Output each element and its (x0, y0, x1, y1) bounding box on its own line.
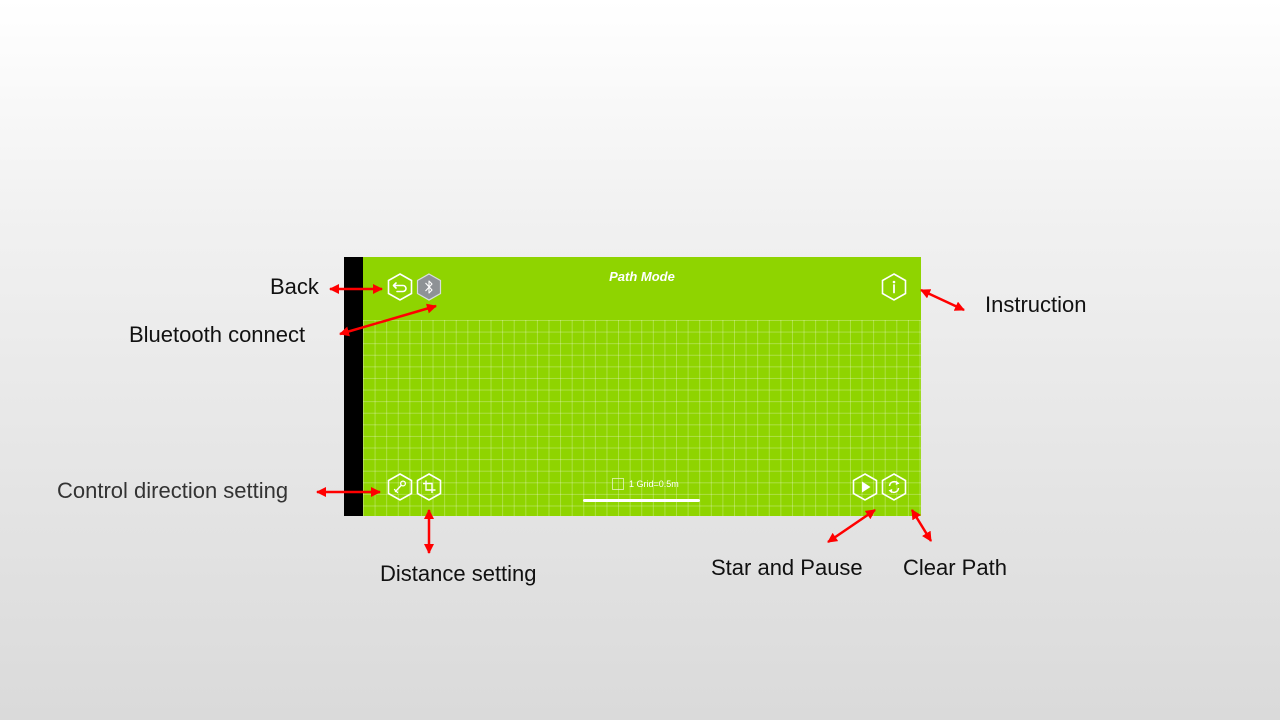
annotation-clear-path: Clear Path (903, 555, 1007, 580)
app-screen: Path Mode (363, 257, 921, 516)
refresh-icon (881, 473, 907, 501)
annotation-bluetooth: Bluetooth connect (129, 322, 306, 347)
start-pause-button[interactable] (852, 473, 878, 501)
annotation-control-direction: Control direction setting (57, 478, 289, 503)
joystick-icon (387, 473, 413, 501)
annotation-back: Back (270, 274, 319, 299)
info-icon (881, 273, 907, 301)
control-direction-button[interactable] (387, 473, 413, 501)
annotation-distance: Distance setting (380, 561, 537, 586)
annotation-start-pause: Star and Pause (711, 555, 863, 580)
scale-bar (583, 499, 700, 502)
bluetooth-button[interactable] (416, 273, 442, 301)
back-button[interactable] (387, 273, 413, 301)
grid-cell-swatch (612, 478, 624, 490)
grid-scale-label: 1 Grid=0.5m (629, 479, 679, 489)
instruction-button[interactable] (881, 273, 907, 301)
path-grid[interactable] (363, 320, 921, 516)
play-icon (852, 473, 878, 501)
phone-bezel (344, 257, 363, 516)
arrow-instruction (920, 288, 965, 312)
annotation-instruction: Instruction (985, 292, 1087, 317)
back-arrow-icon (387, 273, 413, 301)
bluetooth-icon (416, 273, 442, 301)
crop-icon (416, 473, 442, 501)
page-title: Path Mode (609, 269, 675, 284)
distance-setting-button[interactable] (416, 473, 442, 501)
clear-path-button[interactable] (881, 473, 907, 501)
grid-scale-indicator: 1 Grid=0.5m (612, 477, 679, 491)
